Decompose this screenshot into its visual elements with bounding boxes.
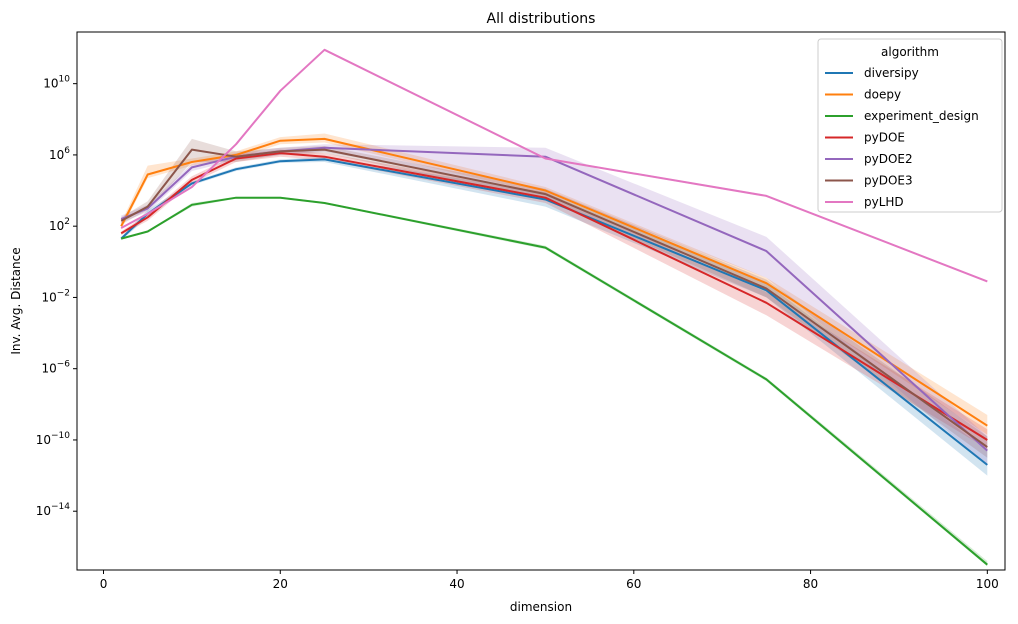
x-tick-label: 80: [803, 577, 818, 591]
y-tick-label: 10−10: [36, 431, 71, 447]
series-lines: [120, 48, 988, 566]
legend-title: algorithm: [881, 45, 939, 59]
series-line-pydoe3: [120, 148, 988, 448]
x-axis: 0 20 40 60 80 100: [100, 570, 999, 591]
x-axis-title: dimension: [510, 600, 572, 614]
legend-label-experiment-design: experiment_design: [864, 109, 979, 123]
legend-label-pydoe3: pyDOE3: [864, 174, 913, 188]
legend-box: [817, 38, 1003, 213]
legend-label-pydoe: pyDOE: [864, 131, 905, 145]
y-tick-label: 1010: [43, 75, 70, 91]
x-tick-label: 60: [626, 577, 641, 591]
y-axis-title: Inv. Avg. Distance: [9, 247, 23, 354]
y-tick-label: 10−2: [41, 288, 70, 304]
y-tick-label: 102: [49, 217, 70, 233]
legend-label-pylhd: pyLHD: [864, 195, 904, 209]
legend-label-diversipy: diversipy: [864, 66, 919, 80]
plot-frame: [76, 31, 1006, 571]
x-tick-label: 20: [273, 577, 288, 591]
band-pydoe2: [121, 144, 988, 465]
y-tick-label: 10−14: [36, 502, 71, 518]
y-tick-label: 106: [49, 146, 70, 162]
series-line-experiment-design: [120, 196, 988, 566]
x-tick-label: 100: [976, 577, 999, 591]
legend-label-doepy: doepy: [864, 88, 901, 102]
x-tick-label: 40: [449, 577, 464, 591]
legend: algorithm diversipy doepy experiment_design…: [817, 38, 1003, 213]
chart-title: All distributions: [487, 11, 596, 27]
y-tick-label: 10−6: [41, 360, 70, 376]
legend-label-pydoe2: pyDOE2: [864, 152, 913, 166]
series-line-pylhd: [120, 48, 988, 283]
x-tick-label: 0: [100, 577, 108, 591]
y-axis: 1010 106 102 10−2 10−6 10−10 10−14: [36, 75, 77, 518]
series-line-doepy: [120, 137, 988, 427]
